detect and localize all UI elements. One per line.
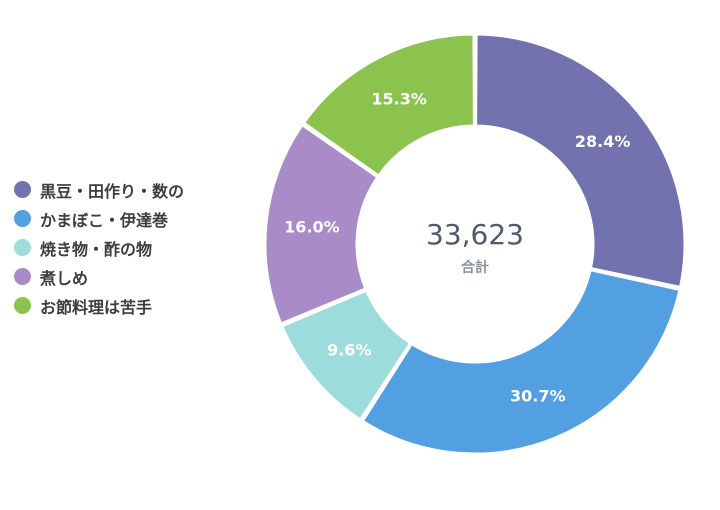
donut-slice[interactable] [279, 288, 413, 423]
legend-swatch-icon [14, 239, 31, 256]
legend-item[interactable]: 煮しめ [14, 262, 184, 291]
chart-legend: 黒豆・田作り・数の かまぼこ・伊達巻 焼き物・酢の物 煮しめ お節料理は苦手 [14, 175, 184, 320]
slice-value-label: 15.3% [371, 90, 427, 109]
slice-value-label: 30.7% [510, 387, 566, 406]
legend-swatch-icon [14, 297, 31, 314]
legend-item[interactable]: かまぼこ・伊達巻 [14, 204, 184, 233]
donut-slices [263, 32, 687, 456]
legend-label: 焼き物・酢の物 [40, 239, 153, 259]
legend-label: かまぼこ・伊達巻 [40, 210, 169, 230]
legend-label: 煮しめ [40, 268, 89, 288]
donut-slice[interactable] [301, 32, 476, 179]
legend-label: お節料理は苦手 [40, 297, 153, 317]
donut-slice[interactable] [474, 32, 687, 290]
legend-label: 黒豆・田作り・数の [40, 181, 185, 201]
legend-item[interactable]: お節料理は苦手 [14, 291, 184, 320]
donut-slice[interactable] [360, 267, 682, 456]
slice-value-label: 28.4% [575, 132, 631, 151]
legend-item[interactable]: 焼き物・酢の物 [14, 233, 184, 262]
legend-item[interactable]: 黒豆・田作り・数の [14, 175, 184, 204]
legend-swatch-icon [14, 210, 31, 227]
slice-value-label: 9.6% [327, 340, 371, 359]
slice-labels: 28.4% 30.7% 9.6% 16.0% 15.3% [284, 90, 630, 406]
legend-swatch-icon [14, 181, 31, 198]
center-total: 33,623 [426, 218, 524, 251]
legend-swatch-icon [14, 268, 31, 285]
slice-value-label: 16.0% [284, 218, 340, 237]
center-caption: 合計 [461, 259, 489, 276]
donut-slice[interactable] [263, 122, 380, 326]
